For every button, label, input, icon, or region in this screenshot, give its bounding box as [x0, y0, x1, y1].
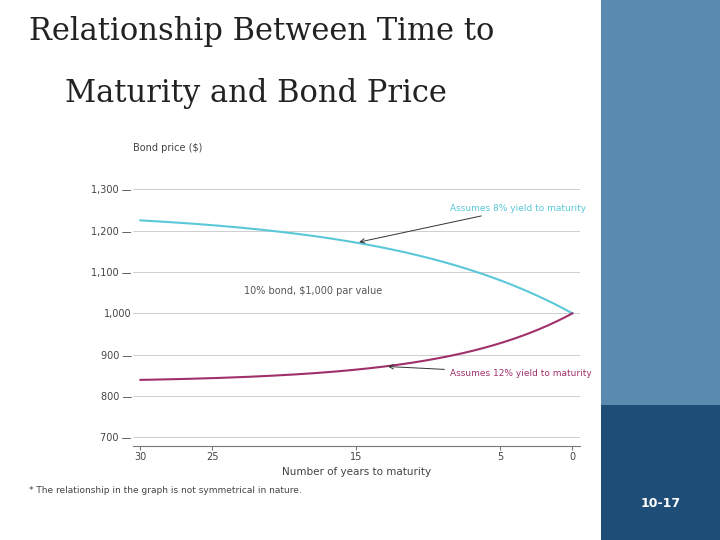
X-axis label: Number of years to maturity: Number of years to maturity: [282, 467, 431, 477]
Text: Bond price ($): Bond price ($): [132, 144, 202, 153]
Text: Maturity and Bond Price: Maturity and Bond Price: [65, 78, 446, 109]
Text: * The relationship in the graph is not symmetrical in nature.: * The relationship in the graph is not s…: [29, 486, 302, 495]
Text: 10-17: 10-17: [641, 497, 681, 510]
Text: Assumes 8% yield to maturity: Assumes 8% yield to maturity: [360, 204, 586, 243]
Text: Assumes 12% yield to maturity: Assumes 12% yield to maturity: [389, 364, 592, 378]
Text: 10% bond, $1,000 par value: 10% bond, $1,000 par value: [244, 286, 382, 295]
Bar: [601, 0, 720, 405]
Text: Relationship Between Time to: Relationship Between Time to: [29, 16, 494, 47]
